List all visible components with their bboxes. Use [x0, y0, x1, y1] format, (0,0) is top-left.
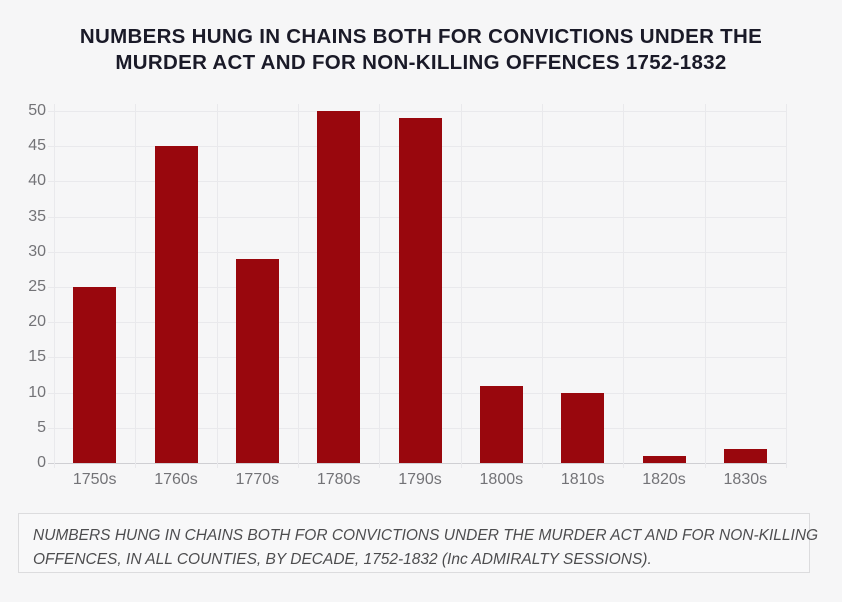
chart-caption-line-2: OFFENCES, IN ALL COUNTIES, BY DECADE, 17… — [33, 551, 652, 568]
chart-title-line-1: NUMBERS HUNG IN CHAINS BOTH FOR CONVICTI… — [79, 25, 763, 48]
x-gridline-5 — [460, 104, 462, 468]
x-gridline-4 — [379, 104, 381, 468]
x-gridline-8 — [704, 104, 706, 468]
y-axis-label-25: 25 — [28, 278, 46, 295]
y-axis-label-35: 35 — [28, 207, 46, 225]
x-axis-label-1800s: 1800s — [479, 471, 524, 488]
x-axis-label-1760s: 1760s — [154, 471, 198, 488]
x-gridline-0 — [54, 104, 55, 468]
y-gridline-0 — [48, 463, 786, 464]
x-gridline-6 — [542, 104, 543, 468]
y-axis-label-45: 45 — [28, 137, 46, 155]
y-axis-label-10: 10 — [28, 383, 46, 401]
x-gridline-1 — [135, 104, 137, 468]
bar-1800s — [480, 386, 523, 463]
x-axis-label-1750s: 1750s — [72, 471, 117, 488]
bar-1750s — [73, 287, 116, 463]
bar-1830s — [724, 449, 767, 463]
y-axis-label-5: 5 — [37, 418, 46, 436]
y-axis-label-20: 20 — [28, 313, 46, 331]
y-axis-label-40: 40 — [28, 172, 46, 190]
bar-1810s — [561, 393, 604, 463]
bar-1790s — [399, 118, 442, 463]
y-axis-label-0: 0 — [37, 454, 46, 471]
x-axis-label-1780s: 1780s — [316, 471, 361, 488]
chart-caption: NUMBERS HUNG IN CHAINS BOTH FOR CONVICTI… — [19, 514, 819, 572]
y-axis-label-15: 15 — [28, 348, 46, 366]
chart-title-line-2: MURDER ACT AND FOR NON-KILLING OFFENCES … — [115, 51, 727, 74]
x-gridline-2 — [216, 104, 218, 468]
x-axis-label-1810s: 1810s — [560, 471, 605, 488]
y-axis-label-50: 50 — [28, 102, 46, 119]
bar-1820s — [643, 456, 686, 463]
x-gridline-9 — [786, 104, 787, 468]
x-axis-label-1770s: 1770s — [235, 471, 280, 488]
chart-title: NUMBERS HUNG IN CHAINS BOTH FOR CONVICTI… — [0, 24, 842, 76]
y-gridline-50 — [48, 111, 786, 112]
x-gridline-3 — [298, 104, 299, 468]
y-axis-label-30: 30 — [28, 242, 46, 260]
bar-1760s — [155, 146, 198, 463]
chart-caption-box: NUMBERS HUNG IN CHAINS BOTH FOR CONVICTI… — [18, 513, 819, 573]
x-axis-label-1790s: 1790s — [398, 471, 442, 488]
x-gridline-7 — [623, 104, 625, 468]
x-axis-label-1820s: 1820s — [642, 471, 686, 488]
x-axis-label-1830s: 1830s — [723, 471, 768, 488]
bar-1780s — [317, 111, 360, 463]
bar-1770s — [236, 259, 279, 463]
chart-caption-line-1: NUMBERS HUNG IN CHAINS BOTH FOR CONVICTI… — [33, 527, 819, 544]
